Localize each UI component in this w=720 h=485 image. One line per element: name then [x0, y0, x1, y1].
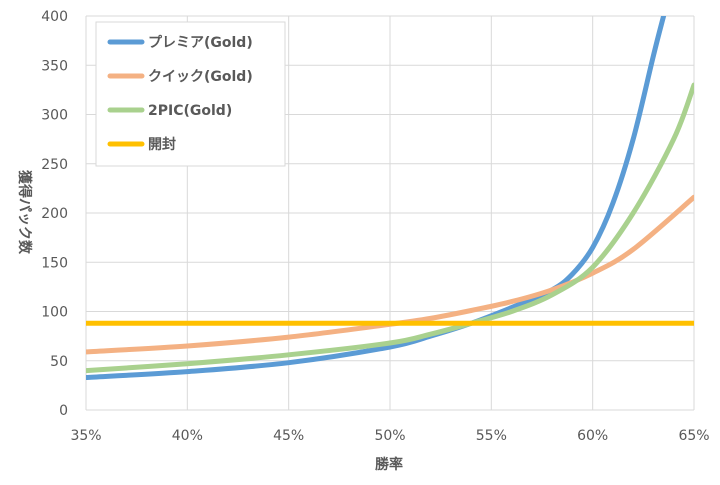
- series-line-2: [86, 194, 694, 355]
- y-tick-label: 100: [41, 305, 68, 321]
- y-tick-label: 400: [41, 9, 68, 25]
- legend: プレミア(Gold) クイック(Gold) 2PIC(Gold) 開封: [95, 21, 286, 167]
- y-tick-label: 50: [50, 354, 68, 370]
- x-tick-label: 50%: [374, 428, 405, 444]
- x-axis-title: 勝率: [375, 456, 403, 473]
- legend-label: プレミア(Gold): [148, 35, 253, 51]
- legend-label: クイック(Gold): [148, 69, 253, 85]
- tick-labels: 0 50 100 150 200 250 300 350 400 35% 40% 45% 50% 55% 6…: [41, 9, 709, 444]
- x-tick-label: 35%: [70, 428, 101, 444]
- x-tick-label: 55%: [476, 428, 507, 444]
- legend-label: 開封: [148, 136, 176, 153]
- y-tick-label: 200: [41, 206, 68, 222]
- x-tick-label: 40%: [172, 428, 203, 444]
- series-line-1: [86, 16, 667, 380]
- series-lines: [86, 16, 694, 380]
- legend-label: 2PIC(Gold): [148, 103, 232, 119]
- y-axis-title: 獲得パック数: [16, 170, 33, 255]
- x-tick-label: 60%: [577, 428, 608, 444]
- x-tick-label: 45%: [273, 428, 304, 444]
- y-tick-label: 150: [41, 255, 68, 271]
- y-tick-label: 0: [59, 403, 68, 419]
- y-tick-label: 350: [41, 58, 68, 74]
- y-tick-label: 250: [41, 157, 68, 173]
- x-tick-label: 65%: [678, 428, 709, 444]
- y-tick-label: 300: [41, 108, 68, 124]
